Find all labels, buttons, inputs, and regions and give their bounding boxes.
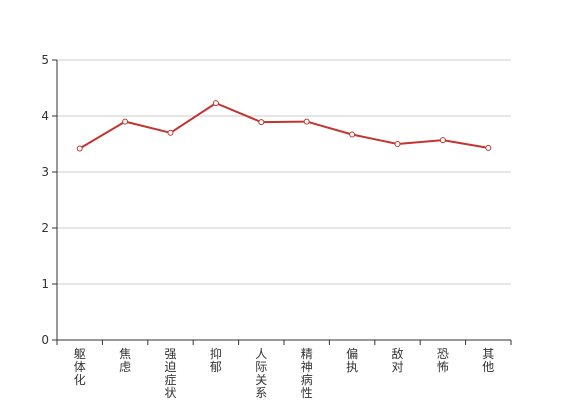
- y-tick-label: 2: [41, 221, 49, 235]
- x-tick-label: 偏执: [346, 346, 358, 374]
- x-tick-label: 人际关系敏: [255, 347, 267, 400]
- x-tick-label: 躯体化: [74, 346, 86, 387]
- data-point[interactable]: [439, 137, 446, 144]
- x-tick-label: 精神病性: [301, 347, 313, 400]
- axes: [52, 59, 512, 345]
- data-point[interactable]: [76, 145, 83, 152]
- data-point[interactable]: [167, 129, 174, 136]
- y-tick-labels: 0 1 2 3 4 5: [41, 53, 49, 347]
- data-point[interactable]: [349, 131, 356, 138]
- x-tick-label: 抑郁: [210, 346, 222, 374]
- y-tick-label: 3: [41, 165, 49, 179]
- grid-lines: [57, 59, 511, 285]
- data-point[interactable]: [258, 119, 265, 126]
- data-point[interactable]: [485, 144, 492, 151]
- y-tick-label: 1: [41, 277, 49, 291]
- x-tick-label: 敌对: [391, 346, 403, 374]
- x-tick-label: 强迫症状: [164, 347, 176, 400]
- data-point[interactable]: [212, 100, 219, 107]
- data-point[interactable]: [303, 118, 310, 125]
- series-layer: [76, 100, 492, 152]
- x-tick-label: 其他: [482, 347, 494, 374]
- data-point[interactable]: [122, 118, 129, 125]
- y-tick-label: 5: [41, 53, 49, 67]
- x-tick-label: 焦虑: [119, 347, 131, 374]
- x-tick-labels: 躯体化 焦虑 强迫症状 抑郁 人际关系敏 精神病性 偏执 敌对 恐怖 其他: [74, 346, 495, 400]
- y-tick-label: 0: [41, 333, 49, 347]
- x-tick-label: 恐怖: [437, 347, 449, 374]
- y-tick-label: 4: [41, 109, 49, 123]
- data-point[interactable]: [394, 141, 401, 147]
- series-line: [79, 102, 489, 150]
